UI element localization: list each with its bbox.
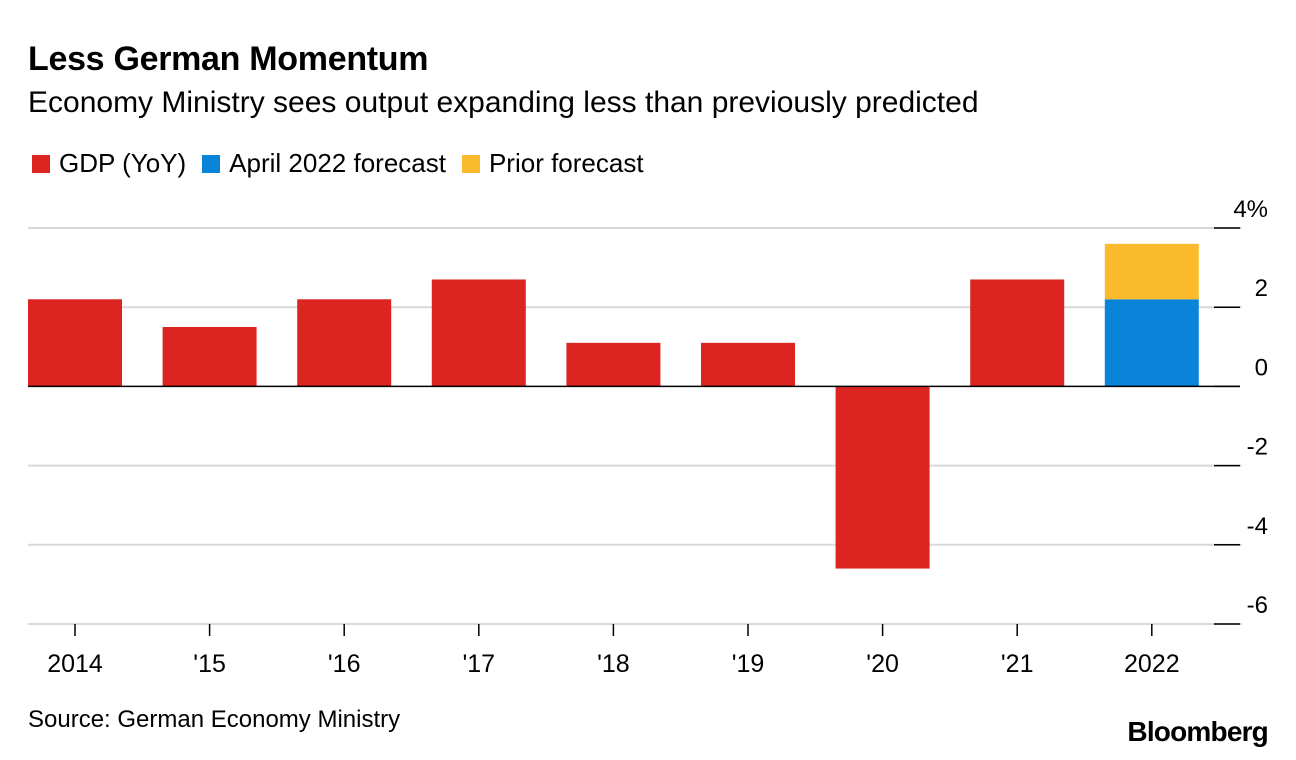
x-tick-label: '18: [597, 650, 630, 678]
bar-gdp-yoy--7: [970, 279, 1065, 387]
bar-gdp-yoy--5: [701, 342, 795, 387]
chart-title: Less German Momentum: [28, 40, 429, 78]
legend-item-prior-forecast: Prior forecast: [461, 148, 644, 179]
bar-april-2022-forecast-8: [1104, 299, 1199, 387]
bar-gdp-yoy--0: [28, 299, 122, 387]
x-tick-label: '15: [193, 650, 226, 678]
legend-label-april-forecast: April 2022 forecast: [229, 148, 446, 178]
y-tick-label: -2: [1247, 434, 1268, 461]
y-tick-label: 4%: [1233, 196, 1268, 223]
legend-swatch-gdp: [32, 154, 50, 173]
x-tick-label: 2014: [47, 650, 103, 678]
axes: 4% 2 0 -2 -4 -6 2014 '15 '16 '17 '18 '19 '20 '21 2022: [28, 196, 1268, 678]
bars: [28, 243, 1199, 569]
x-tick-label: '20: [866, 650, 899, 678]
bloomberg-logo: Bloomberg: [1127, 716, 1268, 747]
legend: GDP (YoY) April 2022 forecast Prior fore…: [32, 148, 660, 179]
bar-gdp-yoy--4: [566, 342, 661, 387]
x-tick-label: '17: [463, 650, 496, 678]
bar-prior-forecast-8: [1104, 243, 1199, 300]
chart-subtitle: Economy Ministry sees output expanding l…: [28, 86, 979, 119]
bar-gdp-yoy--6: [835, 386, 930, 569]
legend-swatch-april-forecast: [202, 154, 221, 173]
legend-swatch-prior-forecast: [461, 154, 480, 173]
legend-label-prior-forecast: Prior forecast: [488, 148, 644, 178]
bar-gdp-yoy--3: [431, 279, 526, 387]
bar-gdp-yoy--2: [297, 299, 392, 387]
source-note: Source: German Economy Ministry: [28, 706, 401, 733]
legend-label-gdp: GDP (YoY): [59, 148, 187, 178]
x-tick-label: '19: [732, 650, 765, 678]
x-tick-label: '16: [328, 650, 361, 678]
y-tick-label: 2: [1255, 275, 1268, 302]
y-tick-label: 0: [1255, 354, 1268, 381]
y-tick-label: -4: [1247, 513, 1268, 540]
bar-gdp-yoy--1: [162, 327, 257, 387]
x-tick-label: 2022: [1124, 650, 1180, 678]
legend-item-april-forecast: April 2022 forecast: [202, 148, 446, 179]
legend-item-gdp: GDP (YoY): [32, 148, 186, 179]
x-tick-label: '21: [1001, 650, 1034, 678]
y-tick-label: -6: [1247, 592, 1268, 619]
